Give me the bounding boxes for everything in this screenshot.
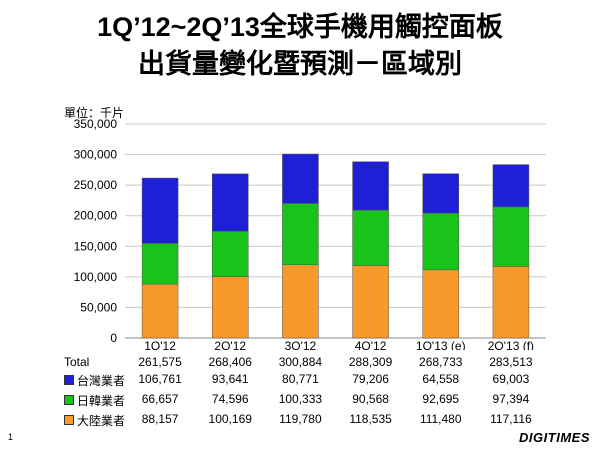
legend-entry: 台灣業者 <box>64 372 125 389</box>
table-cell: 90,568 <box>352 392 389 406</box>
bar-segment <box>352 209 389 266</box>
table-cell: 69,003 <box>492 372 530 386</box>
x-tick-label: 2Q'13 (f) <box>488 339 534 350</box>
table-cell: 100,333 <box>278 392 323 406</box>
bar-segment <box>141 243 179 285</box>
legend-swatch <box>64 395 74 405</box>
table-cell: 111,480 <box>419 412 462 426</box>
legend-label: 大陸業者 <box>77 414 126 428</box>
y-tick-label: 250,000 <box>74 178 118 192</box>
y-tick-label: 50,000 <box>80 300 117 314</box>
y-tick-label: 150,000 <box>74 239 118 253</box>
bar-segment <box>141 177 179 244</box>
table-cell: 93,641 <box>211 372 249 386</box>
legend-swatch <box>64 415 74 425</box>
bar-segment <box>352 161 389 211</box>
bar-segment <box>212 276 249 339</box>
legend-label: 日韓業者 <box>77 394 126 408</box>
bar-segment <box>352 265 389 339</box>
table-cell: 64,558 <box>422 372 460 386</box>
chart-title-line1: 1Q’12~2Q’13全球手機用觸控面板 <box>97 12 503 42</box>
table-cell: 283,513 <box>489 355 533 369</box>
table-cell: 106,761 <box>138 372 182 386</box>
table-row-label: Total <box>64 355 90 369</box>
bar-segment <box>422 212 459 271</box>
bar-segment <box>492 266 530 339</box>
legend-label: 台灣業者 <box>77 374 126 388</box>
legend-swatch <box>64 375 74 385</box>
table-cell: 118,535 <box>349 412 392 426</box>
bar-segment <box>212 230 249 278</box>
bar-segment <box>212 173 249 232</box>
bar-segment <box>492 164 530 208</box>
y-tick-label: 200,000 <box>74 209 118 223</box>
x-tick-label: 2Q'12 <box>214 339 246 350</box>
chart-title-line2: 出貨量變化暨預測－區域別 <box>138 49 462 79</box>
table-cell: 66,657 <box>141 392 179 406</box>
bar-segment <box>141 283 179 339</box>
table-cell: 88,157 <box>141 412 179 426</box>
table-cell: 261,575 <box>138 355 182 369</box>
table-cell: 100,169 <box>208 412 252 426</box>
y-tick-label: 100,000 <box>74 270 118 284</box>
stacked-bar-chart: 0 50,000 100,000 150,000 200,000 250,000 300,0… <box>74 117 546 350</box>
bar-segment <box>422 173 459 214</box>
table-cell: 74,596 <box>211 392 249 406</box>
table-cell: 268,733 <box>419 355 463 369</box>
table-cell: 97,394 <box>492 392 530 406</box>
table-cell: 117,116 <box>490 412 532 426</box>
x-tick-label: 1Q'12 <box>144 339 176 350</box>
table-cell: 119,780 <box>279 412 322 426</box>
x-tick-label: 1Q'13 (e) <box>416 339 466 350</box>
y-tick-label: 300,000 <box>74 148 118 162</box>
table-cell: 288,309 <box>348 355 393 369</box>
y-tick-label: 350,000 <box>74 117 118 131</box>
x-tick-label: 3Q'12 <box>285 339 317 350</box>
bar-segment <box>282 264 319 339</box>
bar-segment <box>282 203 319 266</box>
unit-label: 單位：千片 <box>64 106 125 120</box>
table-cell: 79,206 <box>352 372 389 386</box>
legend-entry: 大陸業者 <box>64 412 125 429</box>
brand-logo: DIGITIMES <box>519 430 590 445</box>
table-cell: 92,695 <box>422 392 460 406</box>
table-cell: 80,771 <box>282 372 319 386</box>
x-tick-label: 4Q'12 <box>355 339 387 350</box>
bar-segment <box>492 206 530 267</box>
bar-segment <box>282 153 319 204</box>
bar-segment <box>422 269 459 339</box>
y-tick-label: 0 <box>110 331 117 345</box>
table-cell: 300,884 <box>278 355 323 369</box>
page-number: 1 <box>8 432 14 442</box>
legend-entry: 日韓業者 <box>64 392 125 409</box>
table-cell: 268,406 <box>208 355 252 369</box>
